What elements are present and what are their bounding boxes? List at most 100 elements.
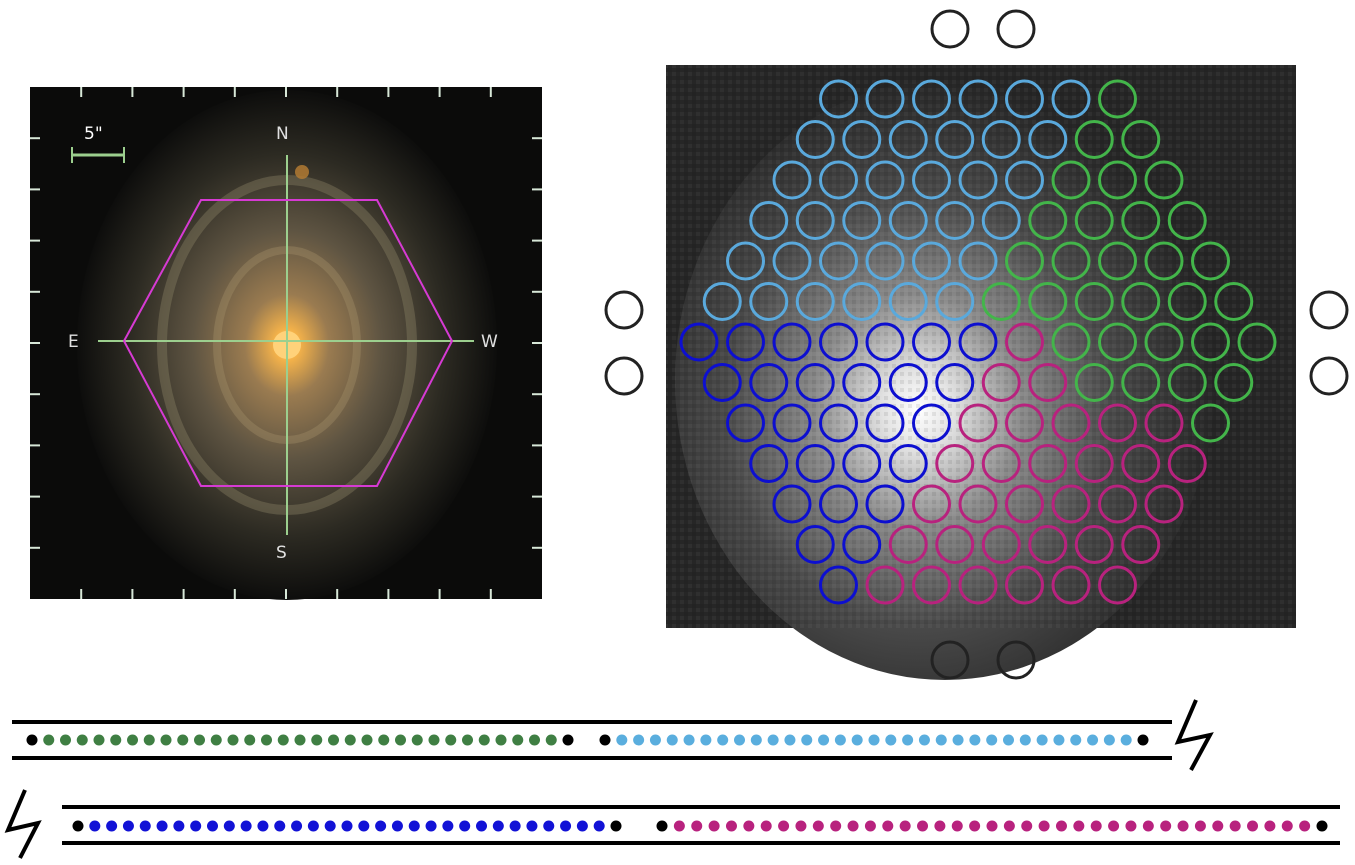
ifu-fiber (1121, 282, 1161, 321)
slit-fiber (1103, 734, 1115, 746)
pseudo-slit (4, 699, 1340, 859)
sky-fiber (996, 640, 1036, 680)
slit-end-fiber (610, 820, 622, 832)
slit-fiber (526, 820, 538, 832)
ifu-fiber (865, 403, 905, 443)
ifu-fiber (1167, 201, 1207, 240)
ifu-fiber (958, 79, 998, 119)
slit-fiber (143, 734, 155, 746)
slit-fiber (358, 820, 370, 832)
slit-end-fiber (1316, 820, 1328, 832)
slit-fiber (127, 734, 138, 746)
ifu-fiber (842, 201, 882, 240)
slit-end-fiber (599, 734, 611, 746)
ifu-fiber (912, 79, 951, 119)
slit-fiber (673, 820, 685, 832)
slit-fiber (1021, 820, 1033, 832)
ifu-fiber (1074, 363, 1114, 402)
slit-fiber (495, 734, 507, 746)
ifu-fiber (1051, 79, 1091, 119)
ifu-fiber (912, 241, 951, 281)
ifu-fiber (726, 322, 765, 362)
slit-fiber (1019, 734, 1031, 746)
ifu-fiber (935, 363, 975, 402)
ifu-fiber (819, 241, 858, 281)
ifu-fiber (1167, 444, 1207, 483)
slit-fiber (691, 820, 703, 832)
sky-fiber (1309, 290, 1349, 330)
slit-fiber (1087, 734, 1099, 746)
compass-north: N (276, 124, 289, 144)
slit-fiber (311, 734, 323, 746)
slit-fiber (160, 734, 172, 746)
slit-fiber (1142, 820, 1154, 832)
slit-fiber (986, 820, 998, 832)
slit-fiber (885, 734, 897, 746)
ifu-fiber (749, 444, 789, 483)
slit-fiber (257, 820, 269, 832)
slit-end-fiber (72, 820, 84, 832)
slit-fiber (986, 734, 998, 746)
slit-fiber (778, 820, 790, 832)
slit-fiber (750, 734, 762, 746)
ifu-fiber (1098, 322, 1137, 362)
ifu-fiber (702, 363, 742, 402)
slit-fiber (512, 734, 524, 746)
slit-fiber (593, 820, 605, 832)
slit-fiber (1038, 820, 1050, 832)
ifu-fiber (958, 322, 998, 362)
slit-fiber (649, 734, 661, 746)
ifu-fiber (1074, 201, 1114, 240)
ifu-fiber (1191, 241, 1230, 281)
sky-fiber (604, 290, 644, 330)
slit-fiber (918, 734, 930, 746)
ifu-fiber (1144, 160, 1184, 200)
slit-fiber (935, 734, 947, 746)
ifu-fiber (1144, 241, 1184, 281)
ifu-fiber (1005, 160, 1044, 200)
ifu-fiber (819, 484, 858, 524)
ifu-fiber (888, 444, 928, 483)
ifu-fiber (935, 120, 975, 159)
ifu-fiber (1214, 363, 1254, 402)
ifu-fiber (888, 363, 928, 402)
slit-fiber (428, 734, 440, 746)
slit-fiber (951, 820, 963, 832)
ifu-fiber (888, 120, 928, 159)
scale-bar: 5" (71, 124, 125, 163)
slit-fiber (93, 734, 105, 746)
slit-fiber (1177, 820, 1189, 832)
ifu-fiber (1028, 363, 1068, 402)
compass-west: W (481, 332, 498, 352)
slit-fiber (725, 820, 737, 832)
slit-fiber (122, 820, 134, 832)
ifu-fiber (981, 120, 1021, 159)
ifu-fiber (772, 322, 812, 362)
slit-fiber (969, 734, 981, 746)
ifu-fiber (1098, 79, 1137, 119)
ifu-fiber (1074, 282, 1114, 321)
ifu-fiber (912, 403, 951, 443)
slit-fiber (60, 734, 71, 746)
ifu-fiber (679, 322, 719, 362)
ifu-fiber (1051, 565, 1091, 605)
ifu-fiber (749, 363, 789, 402)
compass-east: E (68, 332, 79, 352)
slit-fiber (244, 734, 256, 746)
slit-fiber (734, 734, 745, 746)
ifu-fiber (1167, 282, 1207, 321)
slit-fiber (666, 734, 678, 746)
ifu-fiber (1005, 79, 1044, 119)
ifu-fiber (1005, 484, 1044, 524)
ifu-fiber (1098, 484, 1137, 524)
ifu-fiber (1098, 403, 1137, 443)
slit-fiber (1247, 820, 1259, 832)
ifu-fiber (1028, 201, 1068, 240)
slit-fiber (1212, 820, 1224, 832)
slit-fiber (341, 820, 353, 832)
ifu-fiber (981, 201, 1021, 240)
ifu-fiber (1005, 322, 1044, 362)
slit-fiber (442, 820, 454, 832)
slit-fiber (917, 820, 929, 832)
ifu-fiber (935, 444, 975, 483)
